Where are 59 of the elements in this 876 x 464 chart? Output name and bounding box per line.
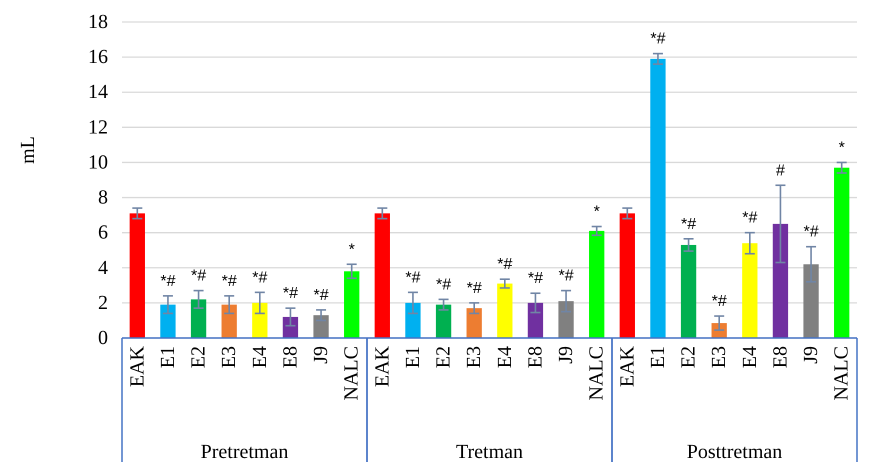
- x-tick-label: E2: [678, 346, 700, 368]
- data-label: *#: [528, 270, 544, 288]
- x-tick-label: E3: [708, 346, 730, 368]
- x-tick-label: E1: [156, 346, 179, 368]
- data-label: *#: [222, 272, 237, 290]
- data-label: *#: [160, 272, 176, 290]
- data-label: *: [348, 241, 355, 258]
- x-tick-label: EAK: [616, 345, 638, 388]
- y-tick-label: 12: [88, 116, 108, 138]
- data-label: *#: [497, 256, 512, 274]
- y-tick-label: 6: [98, 222, 108, 244]
- data-label: *#: [314, 286, 329, 304]
- x-tick-label: E1: [646, 346, 669, 368]
- data-label: *#: [191, 268, 206, 285]
- x-tick-label: J9: [555, 346, 578, 364]
- data-label: *#: [681, 216, 696, 233]
- y-tick-label: 8: [98, 186, 108, 209]
- data-label: *#: [436, 276, 452, 294]
- x-tick-label: NALC: [340, 346, 363, 400]
- y-tick-label: 10: [88, 151, 108, 174]
- y-tick-label: 14: [88, 81, 108, 104]
- x-tick-label: NALC: [586, 346, 608, 400]
- data-label: *#: [742, 210, 758, 227]
- data-label: *#: [405, 269, 421, 286]
- x-axis-title: Tretman: [456, 441, 524, 463]
- y-axis-title: mL: [17, 136, 39, 164]
- x-tick-label: EAK: [371, 345, 394, 388]
- data-label: #: [776, 162, 785, 180]
- x-tick-label: E1: [402, 346, 424, 368]
- y-tick-label: 16: [88, 46, 108, 68]
- data-label: *#: [252, 269, 268, 286]
- data-label: *#: [282, 285, 298, 302]
- x-axis-title: Pretretman: [200, 441, 288, 463]
- x-tick-label: E4: [494, 346, 516, 368]
- data-label: *#: [712, 293, 727, 310]
- data-label: *: [838, 139, 845, 156]
- y-tick-label: 18: [88, 11, 108, 33]
- data-label: *#: [804, 224, 819, 241]
- x-tick-label: J9: [800, 346, 822, 364]
- x-tick-label: E8: [524, 346, 546, 368]
- data-label: *#: [650, 30, 666, 48]
- x-tick-label: E2: [432, 346, 455, 368]
- x-axis-title: Posttretman: [686, 441, 782, 463]
- x-tick-label: E8: [769, 346, 792, 368]
- x-tick-label: J9: [310, 346, 332, 364]
- x-tick-label: EAK: [126, 345, 148, 388]
- x-tick-label: E2: [188, 346, 210, 368]
- x-tick-label: NALC: [830, 346, 853, 400]
- x-tick-label: E4: [738, 346, 761, 368]
- x-tick-label: E4: [248, 346, 271, 368]
- y-tick-label: 2: [98, 292, 108, 314]
- data-label: *#: [558, 268, 574, 285]
- x-tick-label: E3: [463, 346, 486, 368]
- data-label: *#: [466, 280, 482, 297]
- data-label: *: [594, 204, 600, 221]
- y-tick-label: 4: [98, 256, 108, 279]
- y-tick-label: 0: [98, 327, 108, 349]
- x-tick-label: E3: [218, 346, 240, 368]
- x-tick-label: E8: [279, 346, 302, 368]
